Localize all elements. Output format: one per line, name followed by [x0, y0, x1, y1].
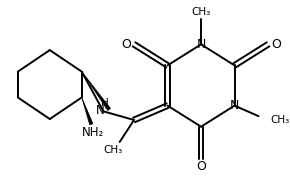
- Text: N: N: [96, 104, 105, 117]
- Polygon shape: [82, 97, 93, 125]
- Polygon shape: [82, 72, 110, 110]
- Text: O: O: [271, 38, 281, 51]
- Text: CH₃: CH₃: [270, 115, 289, 125]
- Text: CH₃: CH₃: [191, 7, 211, 17]
- Text: N: N: [230, 99, 239, 112]
- Text: N: N: [196, 38, 206, 51]
- Text: O: O: [122, 38, 131, 51]
- Text: O: O: [196, 160, 206, 173]
- Text: CH₃: CH₃: [103, 145, 123, 155]
- Text: H: H: [102, 98, 109, 108]
- Text: NH₂: NH₂: [82, 126, 104, 139]
